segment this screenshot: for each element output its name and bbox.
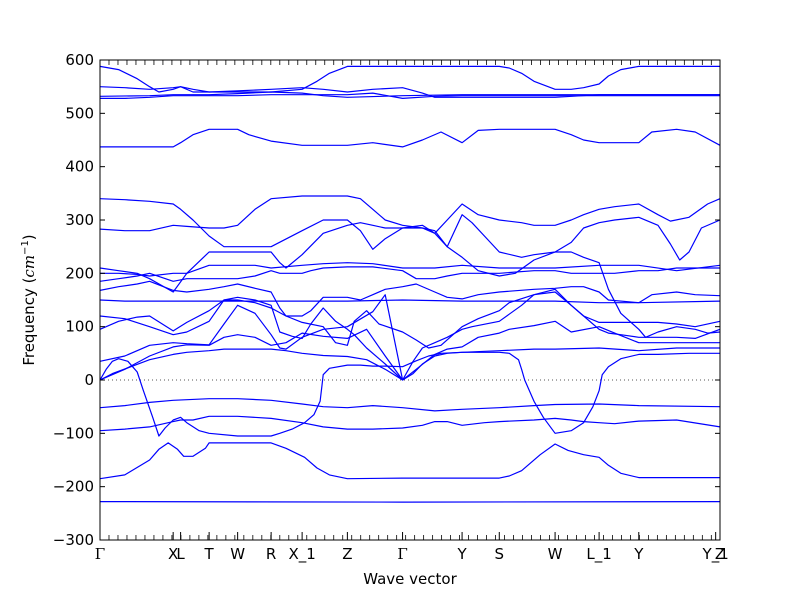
x-tick-label: W bbox=[230, 545, 245, 563]
band-line-23 bbox=[99, 65, 720, 93]
band-line-2 bbox=[99, 442, 720, 480]
x-tick-label: L bbox=[176, 545, 185, 563]
band-line-15 bbox=[100, 262, 721, 277]
x-tick-label: Γ bbox=[95, 545, 105, 563]
x-tick-label: W bbox=[548, 545, 563, 563]
band-line-5 bbox=[99, 351, 720, 437]
y-tick-label: 600 bbox=[65, 51, 94, 69]
y-tick-label: −100 bbox=[53, 424, 94, 442]
band-line-8 bbox=[99, 294, 404, 381]
x-tick-label: R bbox=[266, 545, 276, 563]
band-line-13 bbox=[99, 280, 721, 317]
band-line-3 bbox=[99, 415, 721, 432]
x-tick-label: S bbox=[495, 545, 505, 563]
x-tick-label: Y_1 bbox=[702, 545, 729, 564]
x-tick-label: Γ bbox=[397, 545, 407, 563]
y-tick-label: 200 bbox=[65, 264, 94, 282]
plot-frame bbox=[99, 59, 721, 541]
x-tick-label: X_1 bbox=[288, 545, 315, 564]
y-tick-label: 300 bbox=[65, 211, 94, 229]
tick-layer bbox=[99, 59, 721, 541]
x-tick-label: T bbox=[204, 545, 215, 563]
x-tick-label: Z bbox=[715, 545, 725, 563]
y-tick-label: 0 bbox=[84, 371, 94, 389]
band-line-11 bbox=[99, 291, 721, 349]
band-line-6 bbox=[99, 347, 720, 381]
y-tick-label: −200 bbox=[53, 478, 94, 496]
band-line-12 bbox=[99, 299, 721, 304]
y-tick-label: 500 bbox=[65, 104, 94, 122]
x-tick-label: Y bbox=[633, 545, 644, 563]
band-line-20 bbox=[100, 92, 720, 99]
y-axis-label-exp: −1 bbox=[20, 240, 31, 255]
band-line-1 bbox=[99, 501, 721, 503]
band-line-17 bbox=[99, 195, 721, 261]
band-line-9 bbox=[402, 288, 721, 381]
x-tick-label: X bbox=[168, 545, 178, 563]
band-line-18 bbox=[99, 198, 721, 250]
y-axis-label-unit: cm bbox=[20, 255, 38, 278]
x-tick-label: L_1 bbox=[586, 545, 611, 564]
y-axis-label-group: Frequency (cm−1) bbox=[20, 234, 38, 365]
y-axis-label-close: ) bbox=[20, 234, 38, 240]
band-line-19 bbox=[100, 128, 721, 148]
x-tick-label: Z bbox=[342, 545, 352, 563]
band-line-7 bbox=[99, 320, 720, 381]
band-line-21 bbox=[99, 91, 720, 98]
series-layer bbox=[99, 65, 721, 503]
y-tick-label: 400 bbox=[65, 158, 94, 176]
y-axis-label-text: Frequency ( bbox=[20, 278, 38, 366]
x-tick-label: Y bbox=[456, 545, 467, 563]
y-axis-label: Frequency (cm−1) bbox=[20, 234, 38, 365]
band-line-4 bbox=[99, 398, 721, 412]
y-tick-label: −300 bbox=[53, 531, 94, 549]
band-line-14 bbox=[99, 266, 720, 282]
x-axis-label: Wave vector bbox=[363, 570, 457, 588]
y-tick-label: 100 bbox=[65, 318, 94, 336]
